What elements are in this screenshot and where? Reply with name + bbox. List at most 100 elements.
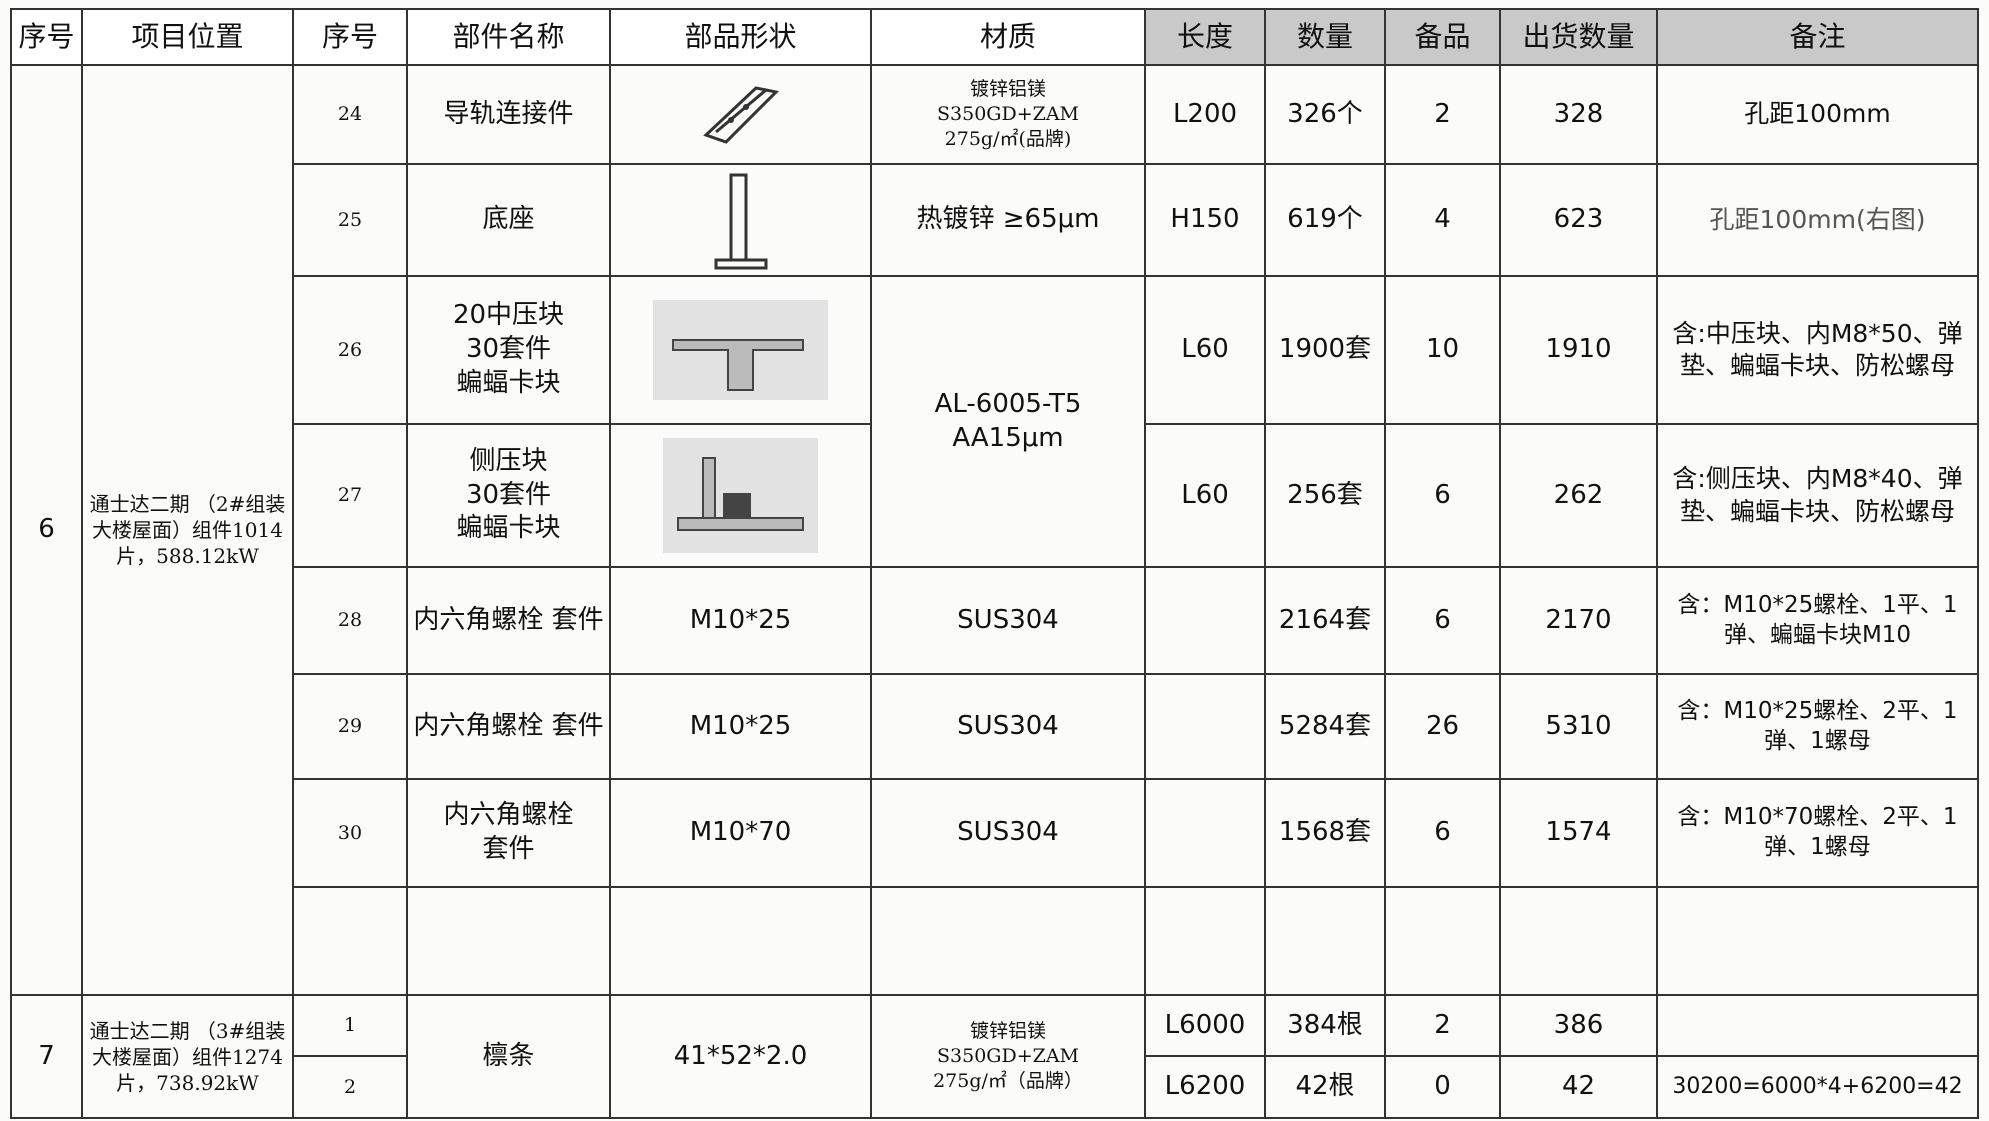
header-cell: 备品 <box>1384 8 1501 66</box>
length <box>1144 566 1266 675</box>
qty: 2164套 <box>1264 566 1386 675</box>
item-no: 29 <box>292 673 408 780</box>
part-photo <box>653 300 828 400</box>
location: 通士达二期 （3#组装大楼屋面）组件1274片，738.92kW <box>81 994 294 1119</box>
row: 6 通士达二期 （2#组装大楼屋面）组件1014片，588.12kW 24 导轨… <box>10 64 1979 996</box>
material: SUS304 <box>870 566 1146 675</box>
shipped: 2170 <box>1499 566 1658 675</box>
header-cell: 数量 <box>1264 8 1386 66</box>
header-cell: 部品形状 <box>609 8 872 66</box>
spare: 6 <box>1384 566 1501 675</box>
header-cell: 序号 <box>292 8 408 66</box>
cell <box>292 886 408 996</box>
note: 孔距100mm <box>1656 64 1979 165</box>
item-no: 1 <box>292 994 408 1057</box>
header-cell: 备注 <box>1656 8 1979 66</box>
shipped: 1910 <box>1499 275 1658 425</box>
shape-cell <box>609 423 872 568</box>
qty: 1900套 <box>1264 275 1386 425</box>
shipped: 386 <box>1499 994 1658 1057</box>
header-row: 序号 项目位置 序号 部件名称 部品形状 材质 长度 数量 备品 出货数量 备注 <box>10 8 1979 66</box>
qty: 619个 <box>1264 163 1386 277</box>
note <box>1656 994 1979 1057</box>
part-name: 内六角螺栓 套件 <box>406 673 611 780</box>
shipped: 42 <box>1499 1055 1658 1119</box>
note: 含:侧压块、内M8*40、弹垫、蝙蝠卡块、防松螺母 <box>1656 423 1979 568</box>
item-no: 24 <box>292 64 408 165</box>
shape: M10*25 <box>609 566 872 675</box>
shape-cell <box>609 64 872 165</box>
note: 30200=6000*4+6200=42 <box>1656 1055 1979 1119</box>
header-cell: 序号 <box>10 8 83 66</box>
part-name: 底座 <box>406 163 611 277</box>
length: L6200 <box>1144 1055 1266 1119</box>
cell <box>406 886 611 996</box>
note: 含：M10*25螺栓、2平、1弹、1螺母 <box>1656 673 1979 780</box>
shipped: 623 <box>1499 163 1658 277</box>
item-no: 2 <box>292 1055 408 1119</box>
shipped: 5310 <box>1499 673 1658 780</box>
note: 孔距100mm(右图) <box>1656 163 1979 277</box>
cell <box>1499 886 1658 996</box>
note: 含:中压块、内M8*50、弹垫、蝙蝠卡块、防松螺母 <box>1656 275 1979 425</box>
item-no: 30 <box>292 778 408 888</box>
header-cell: 部件名称 <box>406 8 611 66</box>
length: L60 <box>1144 275 1266 425</box>
length: H150 <box>1144 163 1266 277</box>
cell <box>1144 886 1266 996</box>
shape-cell <box>609 163 872 277</box>
shape: 41*52*2.0 <box>609 994 872 1119</box>
part-name: 内六角螺栓 套件 <box>406 778 611 888</box>
spare: 10 <box>1384 275 1501 425</box>
material: SUS304 <box>870 778 1146 888</box>
note: 含：M10*25螺栓、1平、1弹、蝙蝠卡块M10 <box>1656 566 1979 675</box>
length <box>1144 673 1266 780</box>
part-name: 内六角螺栓 套件 <box>406 566 611 675</box>
part-icon <box>714 173 767 270</box>
material: 镀锌铝镁 S350GD+ZAM 275g/㎡（品牌） <box>870 994 1146 1119</box>
shape: M10*70 <box>609 778 872 888</box>
length: L60 <box>1144 423 1266 568</box>
qty: 1568套 <box>1264 778 1386 888</box>
item-no: 26 <box>292 275 408 425</box>
part-name: 侧压块 30套件 蝙蝠卡块 <box>406 423 611 568</box>
qty: 384根 <box>1264 994 1386 1057</box>
part-name: 导轨连接件 <box>406 64 611 165</box>
part-name: 20中压块 30套件 蝙蝠卡块 <box>406 275 611 425</box>
length: L6000 <box>1144 994 1266 1057</box>
qty: 256套 <box>1264 423 1386 568</box>
row: 2 L6200 42根 0 42 30200=6000*4+6200=42 <box>11 1055 1979 1119</box>
row: 7 通士达二期 （3#组装大楼屋面）组件1274片，738.92kW 1 檩条 … <box>10 994 1979 1119</box>
qty: 42根 <box>1264 1055 1386 1119</box>
spare: 0 <box>1384 1055 1501 1119</box>
header-cell: 长度 <box>1144 8 1266 66</box>
location: 通士达二期 （2#组装大楼屋面）组件1014片，588.12kW <box>81 64 294 996</box>
length: L200 <box>1144 64 1266 165</box>
header-cell: 材质 <box>870 8 1146 66</box>
row: 29 内六角螺栓 套件 M10*25 SUS304 5284套 26 5310 … <box>11 673 1979 780</box>
item-no: 25 <box>292 163 408 277</box>
note: 含：M10*70螺栓、2平、1弹、1螺母 <box>1656 778 1979 888</box>
shape: M10*25 <box>609 673 872 780</box>
header-cell: 项目位置 <box>81 8 294 66</box>
empty-row <box>11 886 1979 996</box>
spare: 2 <box>1384 64 1501 165</box>
spare: 6 <box>1384 778 1501 888</box>
spare: 26 <box>1384 673 1501 780</box>
spare: 6 <box>1384 423 1501 568</box>
material: SUS304 <box>870 673 1146 780</box>
shipped: 262 <box>1499 423 1658 568</box>
spare: 2 <box>1384 994 1501 1057</box>
material: 镀锌铝镁 S350GD+ZAM 275g/㎡(品牌) <box>870 64 1146 165</box>
row: 25 底座 热镀锌 ≥65μm H150 619个 4 623 孔距100mm(… <box>11 163 1979 277</box>
cell <box>1384 886 1501 996</box>
length <box>1144 778 1266 888</box>
header-cell: 出货数量 <box>1499 8 1658 66</box>
item-no: 28 <box>292 566 408 675</box>
row: 26 20中压块 30套件 蝙蝠卡块 AL-6005-T5 AA15μm L60… <box>11 275 1979 568</box>
parts-table: 序号 项目位置 序号 部件名称 部品形状 材质 长度 数量 备品 出货数量 备注… <box>10 8 1979 1119</box>
shape-cell <box>609 275 872 425</box>
cell <box>1656 886 1979 996</box>
cell <box>870 886 1146 996</box>
qty: 5284套 <box>1264 673 1386 780</box>
